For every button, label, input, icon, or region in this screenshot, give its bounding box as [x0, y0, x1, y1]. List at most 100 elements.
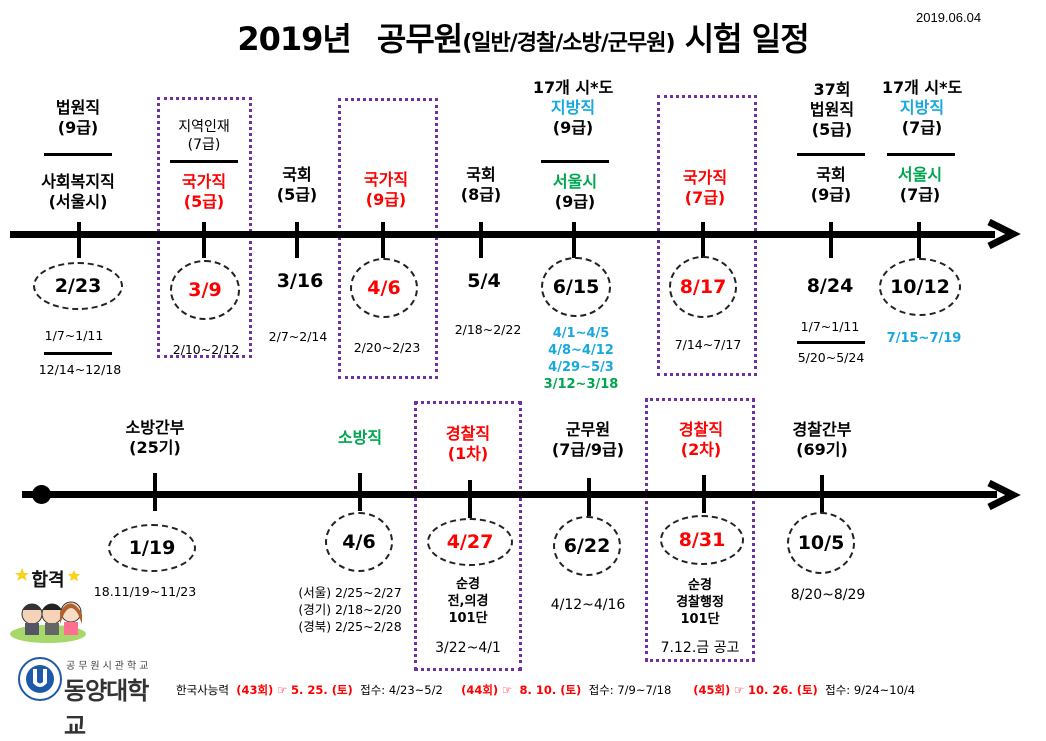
tick [829, 222, 833, 258]
label-line: 국가직 [363, 170, 409, 189]
label-line: 경찰직 [678, 420, 724, 439]
event-label-seoul-9: 서울시 (9급) [553, 172, 597, 212]
event-label-court-9: 법원직 (9급) [56, 98, 100, 138]
event-label-social-welfare: 사회복지직 (서울시) [41, 172, 115, 212]
registration-period: 1/7~1/11 [800, 319, 860, 334]
registration-period: 5/20~5/24 [797, 350, 865, 365]
exam-date-6-15: 6/15 [541, 257, 611, 317]
tick [77, 222, 81, 258]
session-reg: 9/24~10/4 [853, 683, 916, 697]
title-categories: (일반/경찰/소방/군무원) [462, 31, 675, 56]
label-line: 법원직 [55, 98, 101, 117]
event-label-regional-talent-7: 지역인재 (7급) [178, 118, 230, 154]
timeline-arrowhead-icon [987, 219, 1021, 249]
event-label-national-9: 국가직 (9급) [364, 170, 408, 210]
label-line: (9급) [810, 185, 852, 204]
exam-date-8-31: 8/31 [660, 515, 744, 565]
exam-date-3-9: 3/9 [170, 260, 240, 320]
label-line: (9급) [57, 118, 99, 137]
label-line: 국회 [466, 165, 496, 184]
tick [917, 222, 921, 258]
label-line: (8급) [460, 185, 502, 204]
event-label-national-7: 국가직 (7급) [683, 168, 727, 208]
tick [820, 475, 824, 513]
highlight-box-police-2 [645, 398, 755, 662]
label-line: (9급) [365, 190, 407, 209]
updated-date: 2019.06.04 [916, 10, 982, 25]
registration-period: (경북) 2/25~2/28 [298, 619, 402, 634]
registration-period: 18.11/19~11/23 [93, 584, 197, 599]
pointing-hand-icon: ☞ [276, 683, 288, 697]
session-round: (43회) [236, 683, 274, 697]
label-line: 국가직 [181, 172, 227, 191]
page-title: 2019년 공무원(일반/경찰/소방/군무원) 시험 일정 [0, 14, 1046, 60]
label-line: (7급) [899, 185, 941, 204]
label-line: (7급) [187, 137, 221, 153]
police-2-notes: 순경 경찰행정 101단 [676, 577, 724, 628]
event-label-seoul-7: 서울시 (7급) [898, 165, 942, 205]
label-line: 지방직 [899, 98, 945, 117]
label-line: (2차) [680, 440, 722, 459]
label-line: 국가직 [682, 168, 728, 187]
label-line: (7급/9급) [551, 440, 625, 459]
label-line: 서울시 [552, 172, 598, 191]
university-emblem-icon [18, 657, 62, 701]
label-line: (5급) [183, 192, 225, 211]
registration-period: 4/1~4/5 [552, 326, 610, 341]
school-logo: 공무원시관학교 동양대학교 [18, 655, 158, 740]
timeline-axis-2019-police-fire [22, 491, 997, 498]
registration-announcement: 7.12.금 공고 [660, 640, 740, 656]
pass-celebration-sticker: 합격 [8, 562, 88, 644]
sticker-text: 합격 [31, 569, 64, 591]
registration-periods: 4/1~4/5 4/8~4/12 4/29~5/3 3/12~3/18 [544, 325, 619, 393]
label-line: 서울시 [897, 165, 943, 184]
note-line: 순경 [688, 578, 712, 593]
event-label-assembly-5: 국회 (5급) [277, 165, 317, 205]
tick [572, 222, 576, 258]
timeline-axis-2019-first-half [10, 231, 995, 238]
tick [358, 473, 362, 511]
divider [170, 160, 238, 163]
exam-date-4-6: 4/6 [350, 258, 418, 318]
label-line: (1차) [447, 444, 489, 463]
timeline-arrowhead-icon [987, 480, 1021, 510]
label-line: 지방직 [550, 98, 596, 117]
school-subtitle: 공무원시관학교 [66, 661, 152, 672]
celebration-illustration-icon: 합격 [10, 568, 86, 643]
label-line: 경찰간부 [792, 420, 852, 439]
session-exam-date: 5. 25. (토) [290, 683, 353, 697]
title-year: 2019년 [237, 20, 352, 58]
highlight-box-national-5 [157, 97, 252, 358]
exam-date-8-24: 8/24 [806, 275, 854, 297]
label-line: 17개 시*도 [881, 78, 963, 97]
tick [701, 222, 705, 258]
exam-date-6-22: 6/22 [553, 516, 621, 576]
registration-period: 12/14~12/18 [38, 362, 122, 377]
title-schedule: 시험 일정 [684, 20, 810, 58]
title-civil-servant: 공무원 [376, 20, 463, 58]
registration-period: 8/20~8/29 [790, 587, 866, 603]
highlight-box-national-9 [338, 98, 438, 379]
label-line: 국회 [282, 165, 312, 184]
label-line: 국회 [816, 165, 846, 184]
registration-periods: (서울) 2/25~2/27 (경기) 2/18~2/20 (경북) 2/25~… [298, 584, 401, 635]
exam-date-8-17: 8/17 [669, 256, 737, 318]
divider [797, 153, 865, 156]
event-label-assembly-8: 국회 (8급) [461, 165, 501, 205]
exam-date-5-4: 5/4 [467, 270, 501, 292]
tick [381, 222, 385, 258]
timeline-start-dot [32, 485, 51, 504]
label-line: 소방간부 [125, 418, 185, 437]
label-line: (7급) [684, 188, 726, 207]
registration-period: 7/15~7/19 [886, 331, 962, 346]
label-line: (서울시) [48, 192, 108, 211]
event-label-court-5: 37회 법원직 (5급) [810, 80, 854, 140]
label-line: 법원직 [809, 100, 855, 119]
school-name: 동양대학교 [64, 677, 149, 740]
registration-period: 1/7~1/11 [44, 328, 104, 343]
session-exam-date: 8. 10. (토) [519, 683, 582, 697]
session-round: (44회) [461, 683, 499, 697]
event-label-local-7: 17개 시*도 지방직 (7급) [882, 78, 962, 138]
registration-period: 7/14~7/17 [674, 337, 742, 352]
divider [541, 160, 609, 163]
